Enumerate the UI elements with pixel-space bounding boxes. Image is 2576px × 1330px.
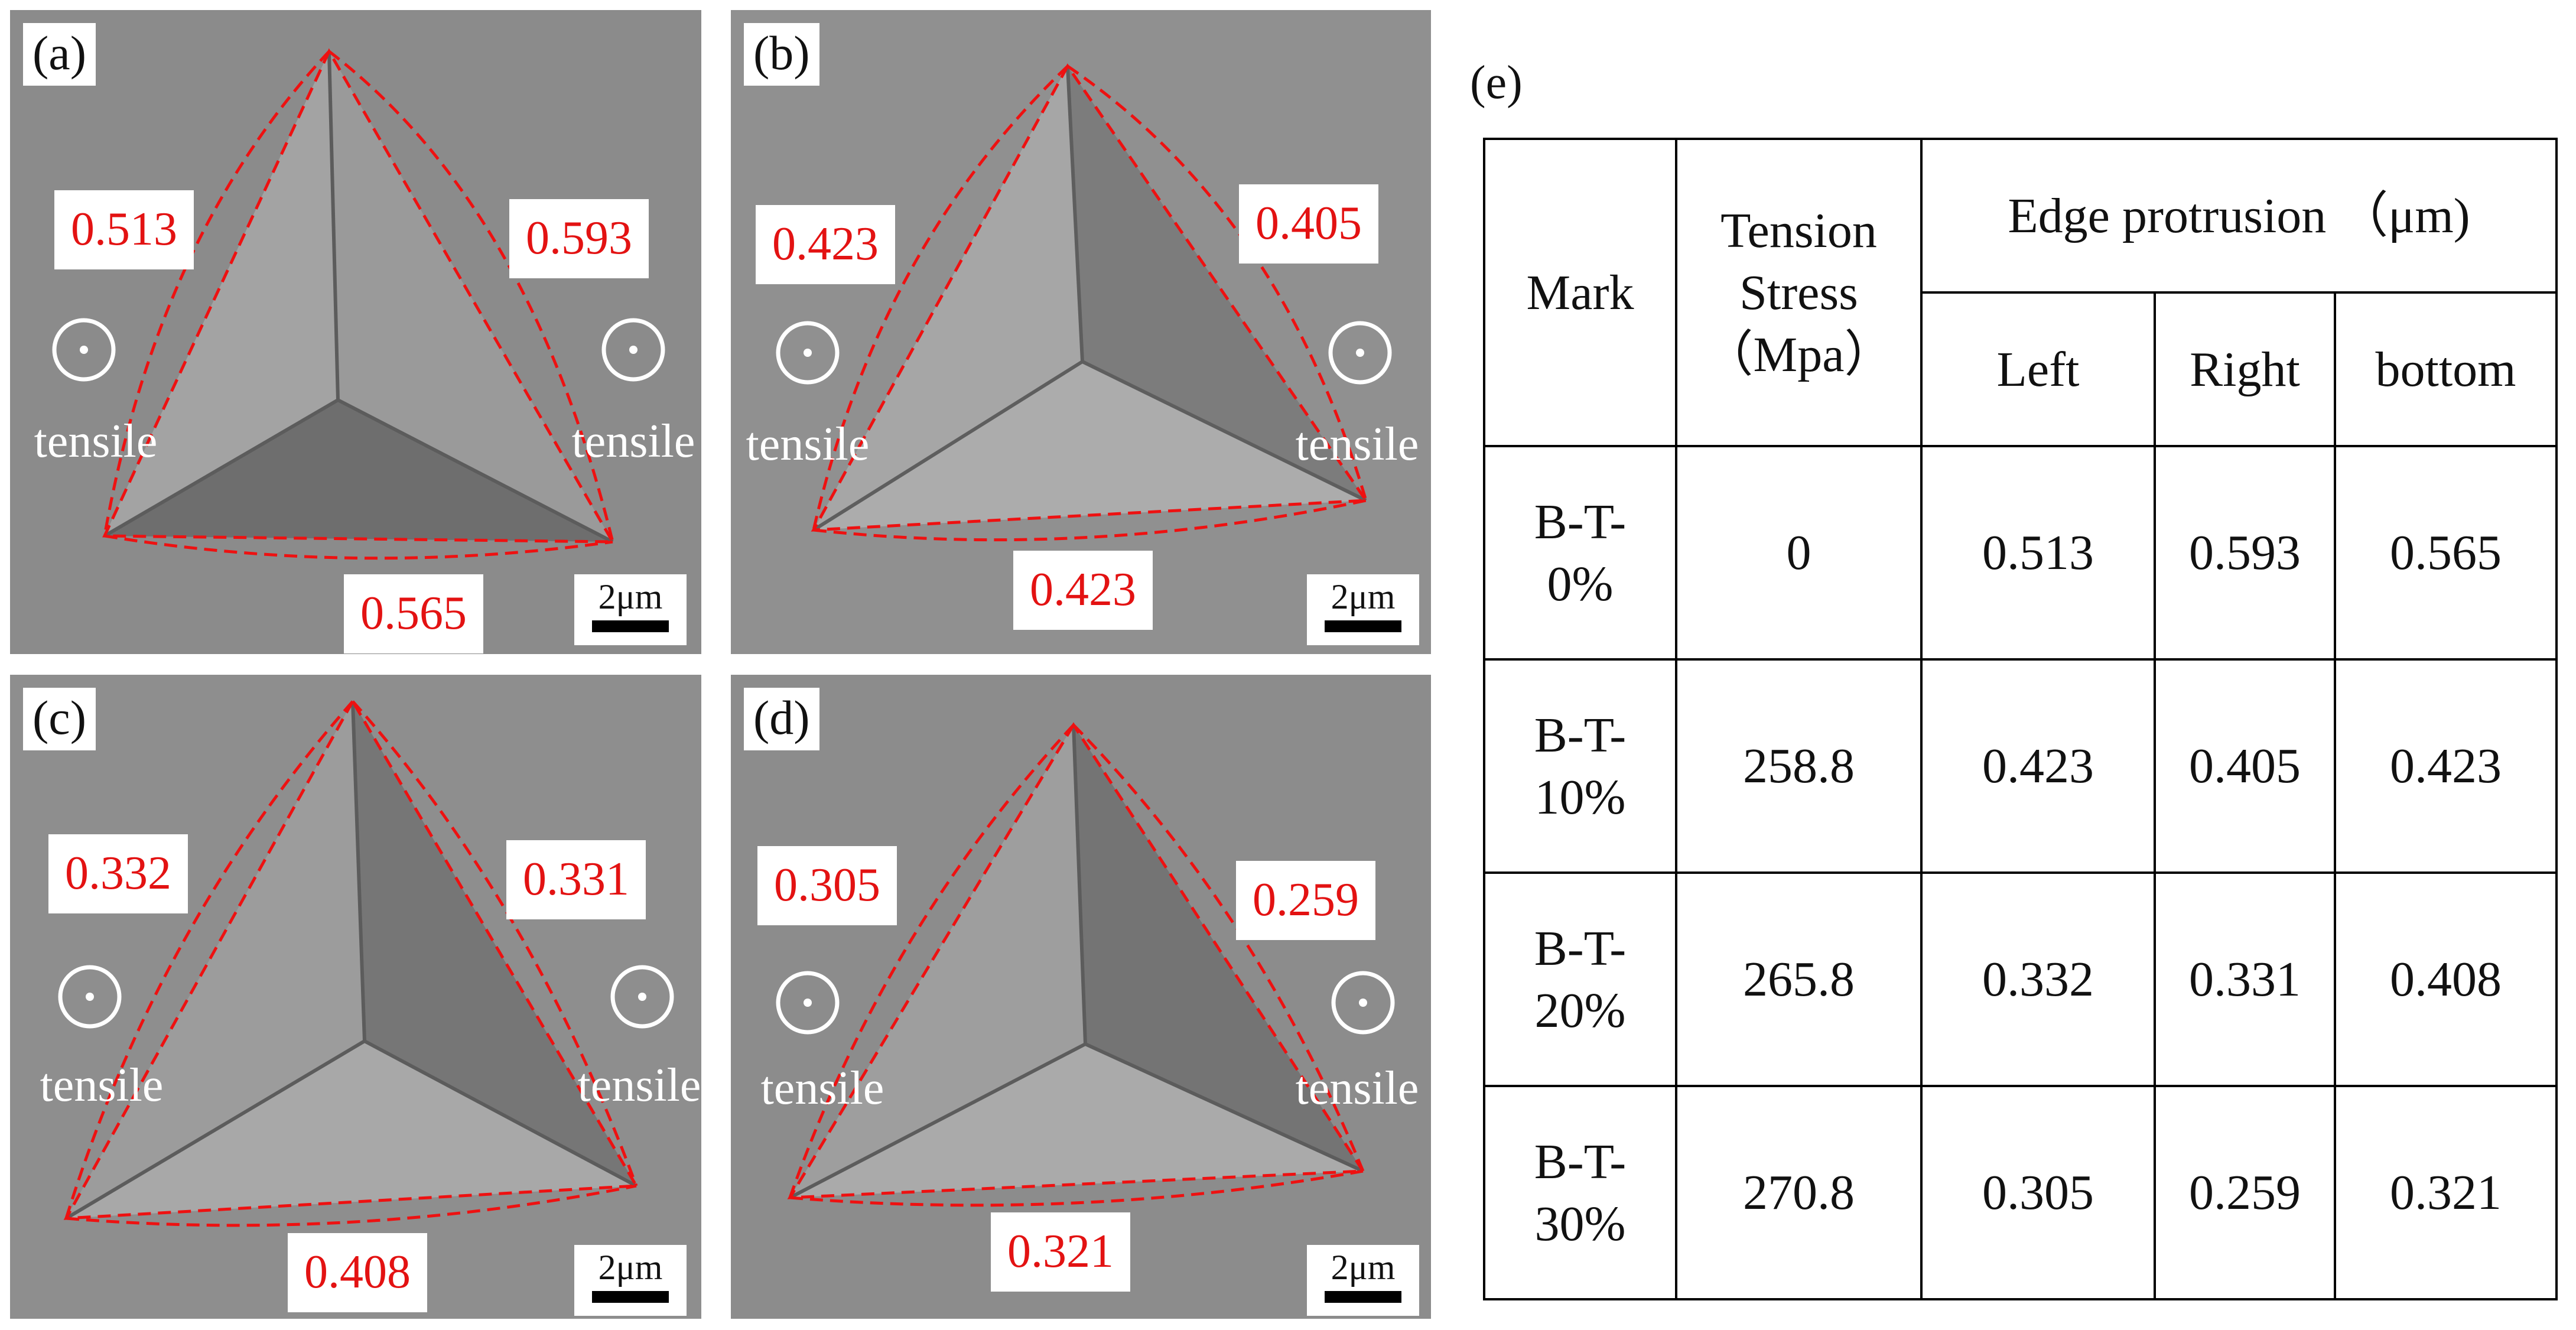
scale-bar-line-d	[1325, 1291, 1401, 1303]
micrograph-panel-d: (d) 0.305 0.259 0.321 tensile tensile 2μ…	[731, 675, 1431, 1319]
tensile-label-left-d: tensile	[760, 1062, 884, 1114]
cell-left: 0.513	[1920, 445, 2156, 661]
tensile-direction-icon-left-b	[776, 321, 840, 385]
mark-line1: B-T-	[1534, 707, 1627, 763]
micrograph-panel-c: (c) 0.332 0.331 0.408 tensile tensile 2μ…	[10, 675, 701, 1319]
tensile-label-right-c: tensile	[577, 1059, 701, 1111]
protrusion-right-b: 0.405	[1239, 184, 1378, 264]
scale-bar-label-a: 2μm	[598, 577, 663, 616]
panel-label-d: (d)	[744, 688, 819, 750]
header-right: Right	[2154, 291, 2336, 447]
table-subheader-row: Left Right bottom	[1484, 291, 2558, 447]
indentation-image-a	[10, 10, 701, 654]
tensile-label-right-d: tensile	[1295, 1062, 1419, 1114]
header-stress-line2: Stress	[1739, 265, 1858, 320]
cell-right: 0.593	[2154, 445, 2336, 661]
cell-stress: 258.8	[1675, 658, 1923, 874]
protrusion-right-a: 0.593	[509, 199, 649, 278]
protrusion-left-a: 0.513	[54, 190, 194, 269]
tensile-direction-icon-right-b	[1328, 321, 1392, 385]
panel-label-e: (e)	[1470, 57, 1523, 109]
cell-stress: 265.8	[1675, 872, 1923, 1087]
mark-line2: 30%	[1534, 1196, 1626, 1251]
mark-line1: B-T-	[1534, 1134, 1627, 1189]
table-row: B-T- 20% 265.8 0.332 0.331 0.408	[1483, 872, 2558, 1087]
cell-bottom: 0.408	[2333, 872, 2558, 1087]
scale-bar-label-b: 2μm	[1331, 577, 1396, 616]
protrusion-left-b: 0.423	[756, 205, 895, 284]
protrusion-bottom-b: 0.423	[1013, 551, 1153, 630]
scale-bar-label-d: 2μm	[1331, 1248, 1396, 1287]
table-row: B-T- 0% 0 0.513 0.593 0.565	[1483, 445, 2558, 661]
header-bottom: bottom	[2333, 291, 2558, 447]
mark-line1: B-T-	[1534, 494, 1627, 549]
tensile-direction-icon-left-c	[58, 965, 122, 1029]
tensile-label-right-a: tensile	[571, 415, 695, 467]
cell-right: 0.259	[2154, 1085, 2336, 1300]
table-header-row: Mark Tension Stress （Mpa） Edge protrusio…	[1483, 138, 2558, 447]
cell-mark: B-T- 30%	[1483, 1085, 1677, 1300]
tensile-label-left-a: tensile	[34, 415, 158, 467]
header-mark: Mark	[1483, 138, 1677, 447]
tensile-label-left-b: tensile	[746, 418, 870, 470]
cell-mark: B-T- 0%	[1483, 445, 1677, 661]
scale-bar-line-a	[592, 620, 669, 632]
protrusion-bottom-a: 0.565	[344, 574, 483, 653]
cell-stress: 0	[1675, 445, 1923, 661]
cell-stress: 270.8	[1675, 1085, 1923, 1300]
tensile-direction-icon-left-d	[776, 971, 840, 1035]
tensile-direction-icon-right-c	[610, 965, 674, 1029]
cell-mark: B-T- 20%	[1483, 872, 1677, 1087]
scale-bar-line-b	[1325, 620, 1401, 632]
header-stress-line3: （Mpa）	[1703, 327, 1894, 382]
header-tension-stress: Tension Stress （Mpa）	[1675, 138, 1923, 447]
tensile-direction-icon-left-a	[52, 318, 116, 382]
cell-bottom: 0.321	[2333, 1085, 2558, 1300]
mark-line2: 0%	[1547, 556, 1614, 612]
cell-right: 0.331	[2154, 872, 2336, 1087]
scale-bar-b: 2μm	[1307, 574, 1419, 645]
indentation-image-d	[731, 675, 1431, 1319]
mark-line2: 10%	[1534, 769, 1626, 825]
protrusion-right-d: 0.259	[1236, 861, 1375, 940]
tensile-label-left-c: tensile	[40, 1059, 164, 1111]
cell-bottom: 0.565	[2333, 445, 2558, 661]
indentation-image-c	[10, 675, 701, 1319]
protrusion-left-d: 0.305	[757, 846, 897, 925]
cell-right: 0.405	[2154, 658, 2336, 874]
mark-line1: B-T-	[1534, 921, 1627, 976]
cell-left: 0.332	[1920, 872, 2156, 1087]
scale-bar-c: 2μm	[574, 1245, 687, 1316]
panel-label-a: (a)	[23, 23, 96, 86]
cell-mark: B-T- 10%	[1483, 658, 1677, 874]
scale-bar-line-c	[592, 1291, 669, 1303]
table-row: B-T- 30% 270.8 0.305 0.259 0.321	[1483, 1085, 2558, 1300]
header-stress-line1: Tension	[1720, 203, 1877, 258]
scale-bar-label-c: 2μm	[598, 1248, 663, 1287]
tensile-label-right-b: tensile	[1295, 418, 1419, 470]
scale-bar-a: 2μm	[574, 574, 687, 645]
micrograph-panel-a: (a) 0.513 0.593 0.565 tensile tensile 2μ…	[10, 10, 701, 654]
header-left: Left	[1920, 291, 2156, 447]
tensile-direction-icon-right-a	[601, 318, 665, 382]
protrusion-bottom-c: 0.408	[288, 1233, 427, 1312]
header-edge-protrusion: Edge protrusion （μm)	[1920, 138, 2558, 294]
protrusion-left-c: 0.332	[48, 834, 188, 913]
protrusion-bottom-d: 0.321	[991, 1212, 1130, 1292]
cell-bottom: 0.423	[2333, 658, 2558, 874]
scale-bar-d: 2μm	[1307, 1245, 1419, 1316]
cell-left: 0.305	[1920, 1085, 2156, 1300]
micrograph-panel-b: (b) 0.423 0.405 0.423 tensile tensile 2μ…	[731, 10, 1431, 654]
tensile-direction-icon-right-d	[1331, 971, 1395, 1035]
cell-left: 0.423	[1920, 658, 2156, 874]
protrusion-right-c: 0.331	[506, 840, 646, 919]
indentation-image-b	[731, 10, 1431, 654]
table-row: B-T- 10% 258.8 0.423 0.405 0.423	[1483, 658, 2558, 874]
panel-label-b: (b)	[744, 23, 819, 86]
mark-line2: 20%	[1534, 983, 1626, 1038]
panel-label-c: (c)	[23, 688, 96, 750]
protrusion-table: Mark Tension Stress （Mpa） Edge protrusio…	[1483, 138, 2558, 1300]
